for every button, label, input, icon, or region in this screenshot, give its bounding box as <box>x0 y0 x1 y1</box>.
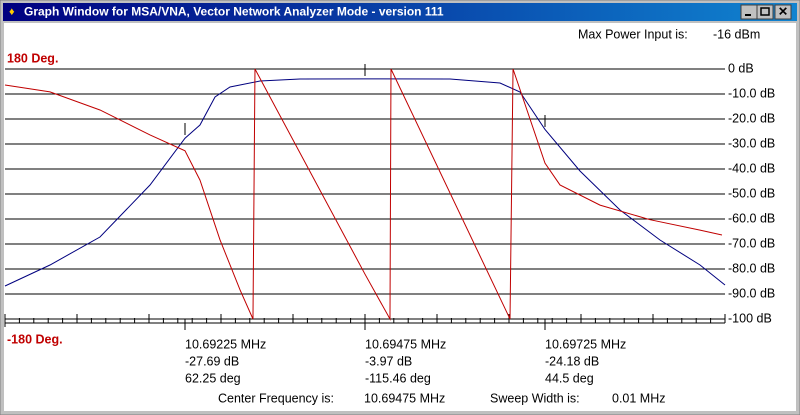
y-tick-label: -20.0 dB <box>728 111 775 125</box>
maximize-glyph <box>760 7 770 16</box>
app-icon: ♦ <box>9 6 15 18</box>
max-power-value: -16 dBm <box>713 27 760 41</box>
y-tick-label: -10.0 dB <box>728 86 775 100</box>
y2-tick-label: 180 Deg. <box>7 51 58 65</box>
y-tick-label: -70.0 dB <box>728 236 775 250</box>
window-buttons[interactable]: ✕ <box>740 4 792 20</box>
client-area <box>4 23 796 411</box>
y-tick-label: -40.0 dB <box>728 161 775 175</box>
marker-frequency: 10.69475 MHz <box>365 337 446 351</box>
sweep-width-value: 0.01 MHz <box>612 391 666 405</box>
y-tick-label: -80.0 dB <box>728 261 775 275</box>
marker-phase: 62.25 deg <box>185 371 241 385</box>
marker-magnitude: -3.97 dB <box>365 354 412 368</box>
y-tick-label: 0 dB <box>728 61 754 75</box>
marker-frequency: 10.69225 MHz <box>185 337 266 351</box>
center-frequency-label: Center Frequency is: <box>218 391 334 405</box>
center-frequency-value: 10.69475 MHz <box>364 391 445 405</box>
marker-frequency: 10.69725 MHz <box>545 337 626 351</box>
y2-tick-label: -180 Deg. <box>7 332 63 346</box>
y-tick-label: -90.0 dB <box>728 286 775 300</box>
max-power-label: Max Power Input is: <box>578 27 688 41</box>
marker-magnitude: -27.69 dB <box>185 354 239 368</box>
maximize-button[interactable] <box>756 4 774 20</box>
series-line <box>4 78 726 287</box>
marker-phase: -115.46 deg <box>365 371 431 385</box>
title-bar <box>3 3 797 21</box>
marker-phase: 44.5 deg <box>545 371 594 385</box>
sweep-width-label: Sweep Width is: <box>490 391 580 405</box>
window-title: Graph Window for MSA/VNA, Vector Network… <box>24 5 444 19</box>
y-tick-label: -100 dB <box>728 311 772 325</box>
y-tick-label: -60.0 dB <box>728 211 775 225</box>
close-button[interactable] <box>774 4 792 20</box>
y-tick-label: -30.0 dB <box>728 136 775 150</box>
close-glyph: ✕ <box>778 5 788 19</box>
marker-magnitude: -24.18 dB <box>545 354 599 368</box>
minimize-button[interactable] <box>740 4 758 20</box>
plot: 0 dB -10.0 dB -20.0 dB -30.0 dB -40.0 dB -50.… <box>4 51 775 385</box>
y-tick-label: -50.0 dB <box>728 186 775 200</box>
series-line <box>4 68 723 321</box>
